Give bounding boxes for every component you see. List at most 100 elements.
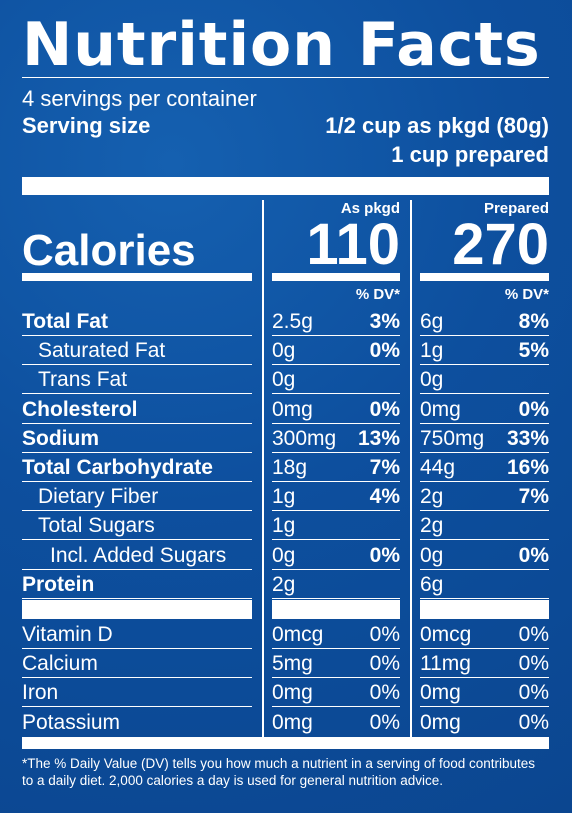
amount-prepared: 0mg	[420, 397, 461, 421]
amount-as-pkgd: 18g	[272, 456, 308, 479]
amount-as-pkgd: 2g	[272, 572, 296, 596]
nutrient-name: Total Fat	[22, 310, 108, 333]
row-rule	[22, 451, 252, 453]
dv-header-col2: % DV*	[504, 286, 549, 303]
serving-size-label: Serving size	[22, 113, 151, 138]
nutrient-name: Cholesterol	[22, 397, 138, 421]
row-rule	[22, 677, 252, 679]
row-rule	[22, 364, 252, 366]
dv-prepared: 0%	[518, 652, 549, 676]
amount-as-pkgd: 0g	[272, 339, 296, 363]
dv-prepared: 16%	[506, 456, 549, 479]
nutrient-row: Total Sugars 1g 2g	[0, 511, 572, 540]
serving-size-prepared: 1 cup prepared	[391, 142, 549, 167]
nutrient-row: Dietary Fiber 1g 4% 2g 7%	[0, 482, 572, 511]
calories-rule-name	[22, 273, 252, 281]
dv-as-pkgd: 0%	[369, 339, 400, 363]
vitamin-name: Potassium	[22, 710, 121, 734]
row-rule	[420, 422, 549, 424]
vitamin-row: Potassium 0mg 0% 0mg 0%	[0, 708, 572, 737]
row-rule	[420, 706, 549, 708]
amount-prepared: 44g	[420, 456, 456, 479]
amount-prepared: 0mg	[420, 681, 461, 705]
row-rule	[420, 393, 549, 395]
calories-prepared: 270	[452, 212, 549, 277]
dv-prepared: 33%	[506, 426, 549, 450]
label-title: Nutrition Facts	[22, 10, 541, 80]
dv-prepared: 0%	[518, 681, 549, 705]
nutrient-row: Trans Fat 0g 0g	[0, 365, 572, 394]
row-rule	[272, 422, 400, 424]
row-rule	[272, 706, 400, 708]
row-rule	[420, 364, 549, 366]
dv-as-pkgd: 0%	[369, 543, 400, 567]
row-rule	[22, 539, 252, 541]
row-rule	[272, 568, 400, 570]
vitamin-divider-col2	[420, 600, 549, 619]
dv-header-col1: % DV*	[355, 286, 400, 303]
row-rule	[272, 335, 400, 336]
row-rule	[22, 335, 252, 336]
dv-prepared: 8%	[518, 310, 549, 333]
footnote-line-1: *The % Daily Value (DV) tells you how mu…	[22, 756, 535, 771]
row-rule	[272, 451, 400, 453]
row-rule	[272, 648, 400, 649]
amount-prepared: 2g	[420, 485, 444, 509]
amount-as-pkgd: 300mg	[272, 426, 337, 450]
amount-as-pkgd: 0g	[272, 368, 296, 392]
vitamin-name: Iron	[22, 681, 59, 705]
nutrient-row: Incl. Added Sugars 0g 0% 0g 0%	[0, 541, 572, 570]
nutrient-row: Total Carbohydrate 18g 7% 44g 16%	[0, 453, 572, 482]
amount-prepared: 0mg	[420, 710, 461, 734]
dv-as-pkgd: 0%	[369, 623, 400, 646]
serving-size-value: 1/2 cup as pkgd (80g)	[325, 113, 549, 138]
nutrient-name: Trans Fat	[38, 368, 128, 392]
dv-prepared: 0%	[518, 710, 549, 734]
dv-as-pkgd: 13%	[357, 426, 400, 450]
amount-as-pkgd: 0mcg	[272, 623, 324, 646]
dv-as-pkgd: 7%	[369, 456, 400, 479]
title-rule	[22, 77, 549, 78]
nutrient-row: Cholesterol 0mg 0% 0mg 0%	[0, 395, 572, 424]
row-rule	[420, 539, 549, 541]
amount-as-pkgd: 2.5g	[272, 310, 313, 333]
row-rule	[22, 393, 252, 395]
nutrient-name: Total Carbohydrate	[22, 456, 213, 479]
row-rule	[272, 481, 400, 482]
row-rule	[420, 597, 549, 599]
dv-as-pkgd: 3%	[369, 310, 400, 333]
nutrient-name: Protein	[22, 572, 95, 596]
row-rule	[22, 706, 252, 708]
amount-prepared: 0g	[420, 543, 444, 567]
row-rule	[22, 597, 252, 599]
dv-prepared: 5%	[518, 339, 549, 363]
row-rule	[22, 510, 252, 512]
row-rule	[420, 648, 549, 649]
vitamin-name: Vitamin D	[22, 623, 113, 646]
nutrient-row: Total Fat 2.5g 3% 6g 8%	[0, 307, 572, 336]
dv-as-pkgd: 0%	[369, 652, 400, 676]
amount-prepared: 2g	[420, 514, 444, 538]
nutrient-row: Saturated Fat 0g 0% 1g 5%	[0, 336, 572, 365]
amount-prepared: 0mcg	[420, 623, 472, 646]
vitamin-divider-col1	[272, 600, 400, 619]
col-header-prepared: Prepared	[483, 200, 549, 217]
calories-rule-col2	[420, 273, 549, 281]
row-rule	[272, 510, 400, 512]
row-rule	[272, 364, 400, 366]
amount-as-pkgd: 0g	[272, 543, 296, 567]
row-rule	[420, 481, 549, 482]
nutrient-name: Sodium	[22, 426, 99, 450]
row-rule	[22, 481, 252, 482]
row-rule	[22, 422, 252, 424]
vitamin-divider-name	[22, 600, 252, 619]
amount-prepared: 11mg	[420, 652, 471, 676]
row-rule	[272, 393, 400, 395]
dv-prepared: 0%	[518, 623, 549, 646]
row-rule	[420, 568, 549, 570]
vitamin-row: Iron 0mg 0% 0mg 0%	[0, 678, 572, 707]
footer-divider	[22, 737, 549, 749]
row-rule	[22, 648, 252, 649]
nutrient-name: Total Sugars	[38, 514, 155, 538]
row-rule	[420, 451, 549, 453]
